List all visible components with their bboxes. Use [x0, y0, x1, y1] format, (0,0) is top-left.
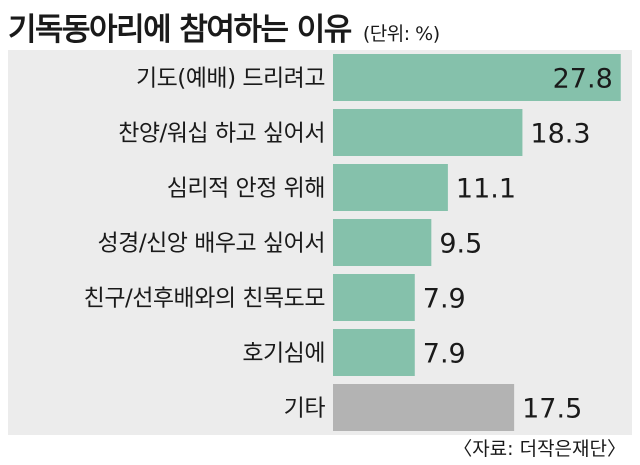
- chart-title: 기독동아리에 참여하는 이유: [8, 12, 352, 48]
- bar: [333, 54, 621, 101]
- bar: [333, 384, 515, 431]
- category-label: 호기심에: [242, 341, 325, 367]
- bar: [333, 274, 415, 321]
- category-label: 성경/신앙 배우고 싶어서: [98, 231, 325, 257]
- plot-area: 기도(예배) 드리려고 27.8 찬양/워십 하고 싶어서 18.3 심리적 안정 위해…: [8, 50, 632, 435]
- value-label: 7.9: [423, 339, 466, 370]
- unit-note: (단위: %): [362, 23, 440, 45]
- bar-chart: 기도(예배) 드리려고 27.8 찬양/워십 하고 싶어서 18.3 심리적 안정 위해…: [84, 54, 621, 431]
- title-row: 기독동아리에 참여하는 이유 (단위: %): [8, 4, 440, 48]
- category-label: 심리적 안정 위해: [167, 176, 325, 202]
- bar: [333, 219, 432, 266]
- category-label: 찬양/워십 하고 싶어서: [118, 121, 325, 147]
- value-label: 18.3: [530, 119, 590, 150]
- value-label: 17.5: [522, 394, 582, 425]
- source-note: 〈자료: 더작은재단〉: [453, 438, 626, 460]
- category-label: 친구/선후배와의 친목도모: [84, 286, 325, 312]
- bar: [333, 109, 523, 156]
- value-label: 7.9: [423, 284, 466, 315]
- category-label: 기도(예배) 드리려고: [136, 66, 325, 92]
- value-label: 9.5: [439, 229, 482, 260]
- bar: [333, 164, 448, 211]
- value-label: 11.1: [456, 174, 516, 205]
- value-label: 27.8: [553, 64, 613, 95]
- category-label: 기타: [284, 396, 326, 422]
- bar: [333, 329, 415, 376]
